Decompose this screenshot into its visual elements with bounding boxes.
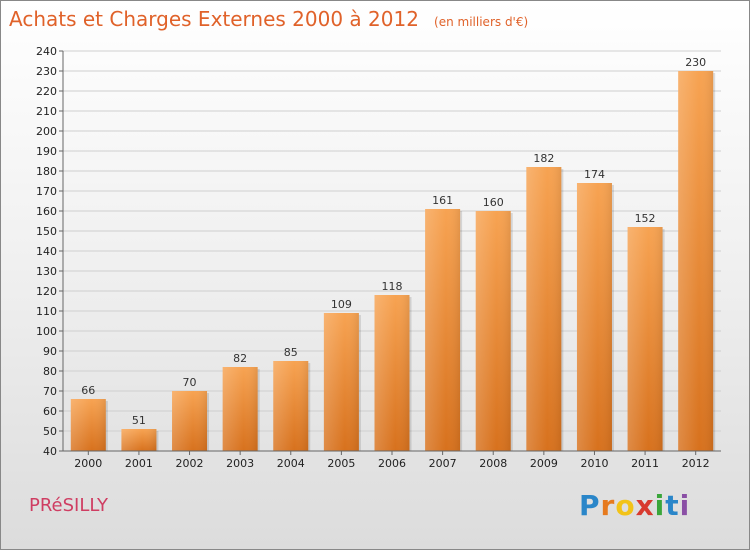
bar-highlight: [222, 367, 258, 451]
data-label: 161: [432, 194, 453, 207]
data-label: 85: [284, 346, 298, 359]
proxiti-logo: Proxiti: [579, 489, 690, 522]
y-tick-label: 240: [36, 45, 57, 58]
y-tick-label: 60: [43, 405, 57, 418]
bar-highlight: [425, 209, 461, 451]
logo-letter: P: [579, 489, 601, 522]
data-label: 109: [331, 298, 352, 311]
bar-highlight: [374, 295, 410, 451]
x-tick-label: 2007: [429, 457, 457, 470]
y-tick-label: 90: [43, 345, 57, 358]
logo-letter: i: [654, 489, 666, 522]
x-tick-label: 2009: [530, 457, 558, 470]
chart-title: Achats et Charges Externes 2000 à 2012 (…: [9, 7, 528, 31]
logo-letter: x: [635, 489, 655, 522]
y-tick-label: 170: [36, 185, 57, 198]
y-tick-label: 80: [43, 365, 57, 378]
logo-letter: r: [600, 489, 616, 522]
x-tick-label: 2005: [327, 457, 355, 470]
y-tick-label: 150: [36, 225, 57, 238]
town-name: PRéSILLY: [29, 495, 109, 516]
data-label: 82: [233, 352, 247, 365]
y-tick-label: 120: [36, 285, 57, 298]
data-label: 230: [685, 56, 706, 69]
x-tick-label: 2001: [125, 457, 153, 470]
data-label: 70: [183, 376, 197, 389]
data-label: 118: [382, 280, 403, 293]
y-tick-label: 210: [36, 105, 57, 118]
bar-highlight: [121, 429, 157, 451]
x-tick-label: 2003: [226, 457, 254, 470]
x-tick-label: 2010: [580, 457, 608, 470]
bar-highlight: [172, 391, 208, 451]
y-tick-label: 160: [36, 205, 57, 218]
logo-letter: o: [615, 489, 636, 522]
y-tick-label: 220: [36, 85, 57, 98]
data-label: 66: [81, 384, 95, 397]
bar-highlight: [678, 71, 714, 451]
bar-highlight: [323, 313, 359, 451]
bar-highlight: [576, 183, 612, 451]
y-axis: 40 50 60 70 80 90 100 110 120 130 140 150 160 170 180 1…: [36, 45, 64, 458]
x-tick-label: 2000: [74, 457, 102, 470]
bar-highlight: [70, 399, 106, 451]
y-tick-label: 110: [36, 305, 57, 318]
bar-highlight: [475, 211, 511, 451]
y-tick-label: 70: [43, 385, 57, 398]
y-tick-label: 130: [36, 265, 57, 278]
data-label: 160: [483, 196, 504, 209]
data-label: 182: [533, 152, 554, 165]
y-tick-label: 50: [43, 425, 57, 438]
data-label: 51: [132, 414, 146, 427]
x-tick-label: 2002: [176, 457, 204, 470]
bars: 66 51 70 82 85 109 118 161 160 182 174 152 230: [70, 56, 716, 451]
y-tick-label: 230: [36, 65, 57, 78]
bar-highlight: [526, 167, 562, 451]
x-axis: 2000 2001 2002 2003 2004 2005 2006 2007 2008 2009…: [63, 450, 721, 470]
y-tick-label: 200: [36, 125, 57, 138]
y-tick-label: 180: [36, 165, 57, 178]
y-tick-label: 100: [36, 325, 57, 338]
data-label: 152: [635, 212, 656, 225]
x-tick-label: 2006: [378, 457, 406, 470]
y-tick-label: 40: [43, 445, 57, 458]
bar-highlight: [627, 227, 663, 451]
x-tick-label: 2011: [631, 457, 659, 470]
y-tick-label: 140: [36, 245, 57, 258]
data-label: 174: [584, 168, 605, 181]
logo-letter: i: [679, 489, 691, 522]
bar-highlight: [273, 361, 309, 451]
logo-letter: t: [665, 489, 680, 522]
x-tick-label: 2012: [682, 457, 710, 470]
y-tick-label: 190: [36, 145, 57, 158]
x-tick-label: 2008: [479, 457, 507, 470]
chart-title-text: Achats et Charges Externes 2000 à 2012: [9, 7, 419, 31]
chart-unit: (en milliers d'€): [434, 15, 529, 29]
x-tick-label: 2004: [277, 457, 305, 470]
